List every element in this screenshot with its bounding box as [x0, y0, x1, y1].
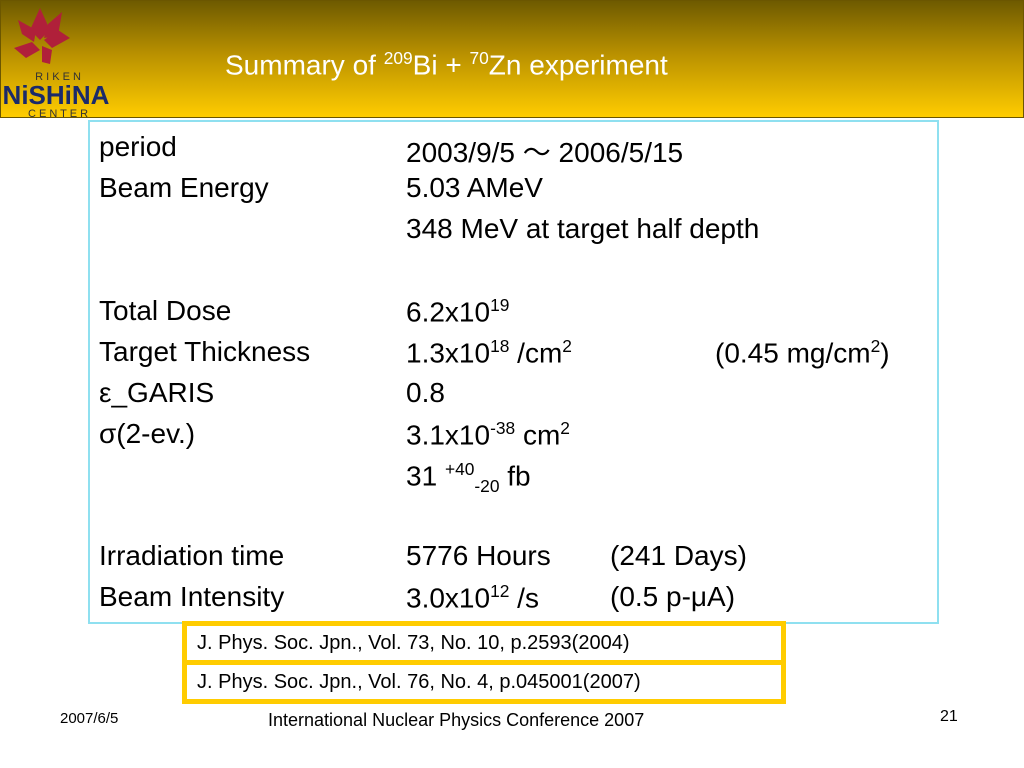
text-run: (0.45 mg/cm	[715, 337, 871, 369]
text-run: 19	[490, 295, 510, 315]
text-run: 6.2x10	[406, 296, 491, 328]
text-run: 3.1x10	[406, 419, 491, 451]
row-value: 0.8	[406, 377, 445, 408]
logo-bottom: C E N T E R	[28, 108, 88, 118]
text-run: 70	[469, 48, 489, 68]
text-run: 2	[870, 336, 881, 356]
row-value: 1.3x1018 /cm2	[406, 336, 572, 369]
row-label: Beam Energy	[99, 172, 269, 203]
text-run: 31	[406, 460, 445, 492]
row-value: 348 MeV at target half depth	[406, 213, 760, 244]
row-value: 2003/9/5 ～ 2006/5/15	[406, 137, 684, 168]
row-label: Irradiation time	[99, 540, 285, 571]
text-run: /cm	[509, 337, 563, 369]
text-run: fb	[499, 460, 531, 492]
row-value: 6.2x1019	[406, 295, 509, 328]
row-label: Target Thickness	[99, 336, 311, 367]
row-label: ε_GARIS	[99, 377, 215, 408]
row-value: 3.0x1012 /s	[406, 581, 539, 614]
row-value: 3.1x10-38 cm2	[406, 418, 570, 451]
footer-conference: International Nuclear Physics Conference…	[268, 710, 645, 730]
text-run: -20	[474, 475, 500, 496]
row-value: 31 +40-20 fb	[406, 459, 531, 497]
row-note: (0.5 p-μA)	[610, 581, 736, 612]
logo-top: R I K E N	[35, 71, 81, 83]
row-note: (241 Days)	[610, 540, 747, 571]
reference: J. Phys. Soc. Jpn., Vol. 76, No. 4, p.04…	[182, 660, 786, 704]
text-run: 1.3x10	[406, 337, 491, 369]
text-run: )	[880, 337, 890, 369]
row-label: Total Dose	[99, 295, 232, 326]
row-label: Beam Intensity	[99, 581, 285, 612]
text-run: 3.0x10	[406, 582, 491, 614]
text-run: /s	[509, 582, 539, 614]
text-run: 209	[383, 48, 413, 68]
text-run: 2	[562, 336, 572, 356]
text-run: +40	[444, 459, 475, 479]
text-run: Zn experiment	[488, 49, 668, 81]
text-run: cm	[515, 419, 561, 451]
row-label: period	[99, 131, 177, 162]
row-value: 5.03 AMeV	[406, 172, 543, 203]
title: Summary of 209Bi + 70Zn experiment	[225, 48, 668, 81]
row-value: 5776 Hours	[406, 540, 551, 571]
row-label: σ(2-ev.)	[99, 418, 196, 449]
logo-star	[14, 8, 70, 64]
text-run: 18	[490, 336, 510, 356]
reference: J. Phys. Soc. Jpn., Vol. 73, No. 10, p.2…	[182, 621, 786, 665]
text-run: 12	[490, 581, 510, 601]
text-run: Summary of	[225, 49, 384, 81]
row-note: (0.45 mg/cm2)	[715, 336, 890, 369]
logo: R I K E N NiSHiNA C E N T E R	[3, 8, 110, 118]
text-run: Bi +	[412, 49, 470, 81]
footer-page: 21	[940, 708, 958, 725]
logo-main: NiSHiNA	[3, 80, 110, 110]
header-bar	[0, 0, 1024, 118]
text-run: 2	[560, 418, 570, 438]
text-run: -38	[490, 418, 516, 438]
footer-date: 2007/6/5	[60, 710, 119, 727]
